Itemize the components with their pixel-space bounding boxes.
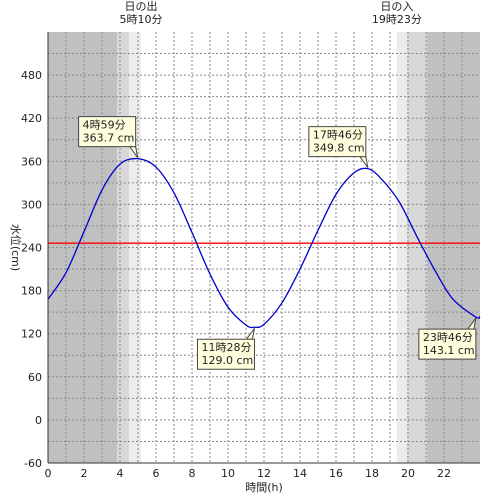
- y-axis-label: 水位(cm): [9, 224, 23, 271]
- grid-lines: [48, 32, 480, 463]
- sunrise-label: 日の出: [125, 0, 158, 13]
- y-tick-label: 120: [21, 328, 42, 341]
- annotation-value: 363.7 cm: [83, 132, 135, 145]
- y-tick-label: 240: [21, 242, 42, 255]
- y-tick-label: 300: [21, 198, 42, 211]
- series-group: [47, 157, 481, 329]
- annotation-time: 17時46分: [313, 129, 363, 142]
- annotation-box: [196, 338, 255, 370]
- annotation-value: 129.0 cm: [201, 354, 253, 367]
- annotation-value: 143.1 cm: [423, 344, 475, 357]
- x-tick-label: 6: [153, 467, 160, 480]
- x-tick-label: 4: [117, 467, 124, 480]
- x-tick-label: 16: [329, 467, 343, 480]
- annotation-box: [418, 328, 477, 360]
- sunset-time: 19時23分: [372, 13, 422, 26]
- y-tick-label: 180: [21, 285, 42, 298]
- x-tick-label: 14: [293, 467, 307, 480]
- y-tick-label: 480: [21, 69, 42, 82]
- annotation-box: [78, 116, 137, 148]
- x-tick-label: 0: [45, 467, 52, 480]
- y-tick-label: 360: [21, 155, 42, 168]
- x-tick-label: 10: [221, 467, 235, 480]
- axes: [47, 32, 480, 464]
- x-tick-label: 18: [365, 467, 379, 480]
- x-axis-label: 時間(h): [245, 481, 283, 494]
- x-tick-label: 22: [437, 467, 451, 480]
- twilight-band-morning-2: [129, 32, 142, 463]
- tick-labels: 0 2 4 6 8 10 12 14 16 18 20 22-60060120180240300360…: [21, 69, 451, 480]
- x-tick-label: 12: [257, 467, 271, 480]
- annotation-time: 4時59分: [83, 119, 126, 132]
- sunset-label: 日の入: [380, 0, 413, 13]
- y-tick-label: 0: [35, 414, 42, 427]
- y-tick-label: -60: [24, 457, 42, 470]
- annotation-time: 11時28分: [201, 341, 251, 354]
- annotation-box: [308, 126, 367, 158]
- y-tick-label: 60: [28, 371, 42, 384]
- sunrise-time: 5時10分: [120, 13, 163, 26]
- annotation-value: 349.8 cm: [313, 142, 365, 155]
- annotation-time: 23時46分: [423, 331, 473, 344]
- y-tick-label: 420: [21, 112, 42, 125]
- x-tick-label: 20: [401, 467, 415, 480]
- night-band-morning: [48, 32, 118, 463]
- x-tick-label: 2: [81, 467, 88, 480]
- twilight-band-morning-1: [117, 32, 130, 463]
- tide-series-line: [47, 157, 481, 329]
- x-tick-label: 8: [189, 467, 196, 480]
